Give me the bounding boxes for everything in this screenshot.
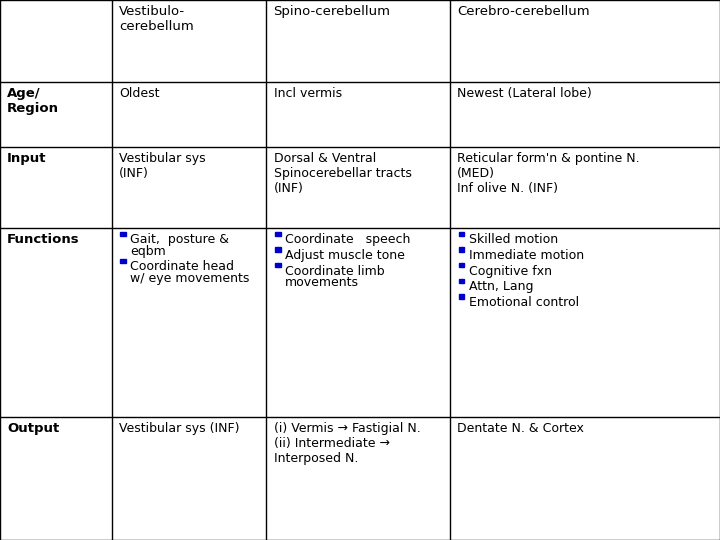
Text: Coordinate head: Coordinate head [130, 260, 234, 273]
Text: Input: Input [7, 152, 47, 165]
Bar [275, 247, 281, 252]
Text: Coordinate   speech: Coordinate speech [285, 233, 410, 246]
Bar [275, 232, 281, 236]
Bar [275, 263, 281, 267]
Text: Dentate N. & Cortex: Dentate N. & Cortex [457, 422, 584, 435]
Text: Functions: Functions [7, 233, 80, 246]
Bar [120, 259, 126, 263]
Text: Age/
Region: Age/ Region [7, 87, 59, 116]
Text: Output: Output [7, 422, 60, 435]
Text: Reticular form'n & pontine N.
(MED)
Inf olive N. (INF): Reticular form'n & pontine N. (MED) Inf … [457, 152, 640, 195]
Text: (i) Vermis → Fastigial N.
(ii) Intermediate →
Interposed N.: (i) Vermis → Fastigial N. (ii) Intermedi… [274, 422, 420, 465]
Text: Dorsal & Ventral
Spinocerebellar tracts
(INF): Dorsal & Ventral Spinocerebellar tracts … [274, 152, 411, 195]
Text: movements: movements [285, 276, 359, 289]
Text: Vestibular sys (INF): Vestibular sys (INF) [119, 422, 239, 435]
Bar [459, 247, 464, 252]
Text: Cognitive fxn: Cognitive fxn [469, 265, 552, 278]
Text: Spino-cerebellum: Spino-cerebellum [274, 5, 391, 18]
Text: Adjust muscle tone: Adjust muscle tone [285, 249, 405, 262]
Text: Immediate motion: Immediate motion [469, 249, 584, 262]
Text: Gait,  posture &: Gait, posture & [130, 233, 229, 246]
Text: Coordinate limb: Coordinate limb [285, 265, 384, 278]
Text: Skilled motion: Skilled motion [469, 233, 558, 246]
Bar [459, 263, 464, 267]
Text: w/ eye movements: w/ eye movements [130, 272, 250, 285]
Bar [459, 294, 464, 299]
Bar [459, 279, 464, 283]
Text: Cerebro-cerebellum: Cerebro-cerebellum [457, 5, 590, 18]
Text: Newest (Lateral lobe): Newest (Lateral lobe) [457, 87, 592, 100]
Text: Vestibular sys
(INF): Vestibular sys (INF) [119, 152, 205, 180]
Text: eqbm: eqbm [130, 245, 166, 258]
Text: Emotional control: Emotional control [469, 296, 579, 309]
Text: Attn, Lang: Attn, Lang [469, 280, 534, 293]
Bar [459, 232, 464, 236]
Text: Vestibulo-
cerebellum: Vestibulo- cerebellum [119, 5, 194, 33]
Text: Oldest: Oldest [119, 87, 159, 100]
Text: Incl vermis: Incl vermis [274, 87, 342, 100]
Bar [120, 232, 126, 236]
